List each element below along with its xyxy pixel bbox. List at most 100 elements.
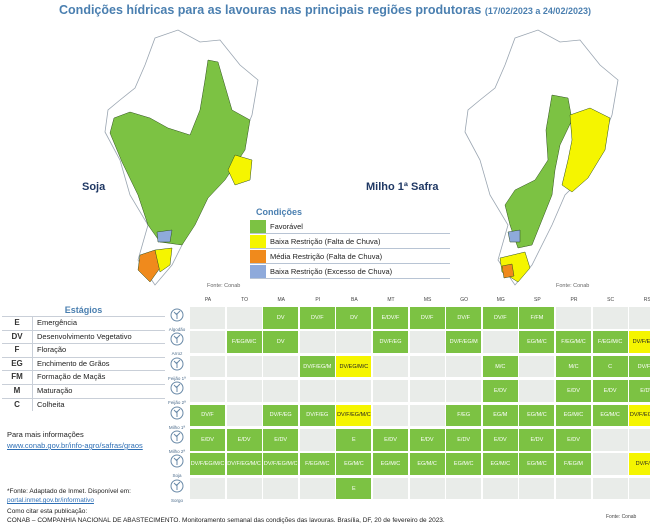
stage-cell bbox=[519, 477, 555, 500]
title-main: Condições hídricas para as lavouras nas … bbox=[59, 3, 482, 17]
legend-swatch bbox=[250, 249, 266, 263]
plant-icon bbox=[170, 406, 184, 420]
stage-cell: DV/F/EG/M bbox=[629, 331, 650, 353]
estagios-legend: Estágios E Emergência DV Desenvolvimento V… bbox=[2, 305, 165, 412]
stage-cell: DV/F/EG bbox=[263, 404, 299, 427]
crop-icon: Milho 2ª bbox=[164, 430, 190, 454]
stage-cell bbox=[592, 477, 628, 500]
stage-row: M Maturação bbox=[2, 383, 165, 398]
stage-cell bbox=[190, 380, 225, 402]
crop-icon: Arroz bbox=[164, 332, 190, 356]
stage-cell bbox=[592, 453, 628, 475]
inmet-link[interactable]: portal.inmet.gov.br/informativo bbox=[7, 497, 94, 504]
stage-cell: F/FM bbox=[519, 307, 555, 329]
producing-region-favoravel bbox=[109, 59, 251, 246]
cite-note: Como citar esta publicação: bbox=[7, 508, 88, 515]
legend-item: Média Restrição (Falta de Chuva) bbox=[250, 249, 450, 264]
legend-label: Favorável bbox=[270, 221, 303, 231]
state-header: PI bbox=[315, 297, 321, 303]
region-excesso-chuva bbox=[156, 229, 173, 243]
footer-citation: CONAB – COMPANHIA NACIONAL DE ABASTECIME… bbox=[7, 517, 445, 524]
legend-item: Baixa Restrição (Excesso de Chuva) bbox=[250, 264, 450, 279]
plant-icon bbox=[170, 430, 184, 444]
stage-code: FM bbox=[11, 372, 23, 382]
plant-icon bbox=[170, 357, 184, 371]
stage-cell bbox=[190, 331, 225, 353]
fonte-bottom: Fonte: Conab bbox=[606, 514, 637, 520]
crop-name: Sorgo bbox=[170, 497, 183, 503]
stage-cell: C bbox=[592, 355, 628, 378]
stage-cell: E/DV bbox=[482, 429, 518, 451]
stage-cell: DV/EG/M/C bbox=[336, 355, 372, 378]
stage-cell bbox=[409, 404, 445, 427]
stage-cell bbox=[629, 429, 650, 451]
state-header: SC bbox=[607, 297, 615, 303]
stage-cell: F/EG/M/C bbox=[556, 331, 591, 353]
stage-cell: F/EG/M/C bbox=[592, 331, 628, 353]
state-header: SP bbox=[534, 297, 541, 303]
plant-icon bbox=[170, 454, 184, 468]
stage-cell: DV/F/EG/M/C bbox=[190, 453, 225, 475]
stage-cell bbox=[409, 380, 445, 402]
stage-cell: EG/M/C bbox=[556, 404, 591, 427]
conditions-legend: Condições Favorável Baixa Restrição (Fal… bbox=[250, 207, 450, 279]
stage-name: Formação de Maçãs bbox=[32, 371, 165, 384]
stage-cell bbox=[226, 380, 262, 402]
stage-cell: E/DV bbox=[226, 429, 262, 451]
stage-cell bbox=[190, 307, 225, 329]
plant-icon bbox=[170, 381, 184, 395]
crop-name: Milho 1ª bbox=[168, 424, 186, 430]
stage-cell: E/DV bbox=[629, 380, 650, 402]
state-header: RS bbox=[643, 297, 650, 303]
region-excesso-chuva bbox=[507, 229, 521, 243]
stage-cell: DV/F bbox=[299, 307, 335, 329]
stage-cell: E/DV/F bbox=[373, 307, 408, 329]
stage-cell bbox=[226, 404, 262, 427]
stage-row: C Colheita bbox=[2, 397, 165, 412]
stage-code: DV bbox=[11, 331, 23, 341]
legend-item: Baixa Restrição (Falta de Chuva) bbox=[250, 234, 450, 249]
stage-cell: E bbox=[336, 477, 372, 500]
stage-cell: E/DV bbox=[592, 380, 628, 402]
stage-cell bbox=[446, 477, 482, 500]
stage-cell: E/DV bbox=[373, 429, 408, 451]
crop-icon: Feijão 2ª bbox=[164, 381, 190, 405]
crop-icon: Soja bbox=[164, 454, 190, 478]
state-header: MT bbox=[387, 297, 395, 303]
fonte-right: Fonte: Conab bbox=[556, 283, 590, 289]
region-media-restricao bbox=[137, 249, 161, 283]
stage-row: F Floração bbox=[2, 343, 165, 357]
soja-map bbox=[104, 29, 259, 286]
stage-cell bbox=[519, 380, 555, 402]
stage-cell: F/EG/M/C bbox=[299, 453, 335, 475]
page-title: Condições hídricas para as lavouras nas … bbox=[0, 3, 650, 17]
stage-cell: E/DV bbox=[263, 429, 299, 451]
stage-cell bbox=[556, 477, 591, 500]
stage-cell: DV/F/EG bbox=[299, 404, 335, 427]
stage-name: Floração bbox=[32, 344, 165, 357]
stage-cell: DV bbox=[263, 331, 299, 353]
stage-cell bbox=[592, 429, 628, 451]
state-header: PR bbox=[570, 297, 578, 303]
info-link[interactable]: www.conab.gov.br/info-agro/safras/graos bbox=[7, 441, 143, 450]
stage-cell bbox=[336, 331, 372, 353]
stage-cell: M/C bbox=[482, 355, 518, 378]
title-period: (17/02/2023 a 24/02/2023) bbox=[484, 6, 591, 16]
stage-cell: EG/M/C bbox=[519, 453, 555, 475]
stage-cell bbox=[373, 404, 408, 427]
legend-label: Média Restrição (Falta de Chuva) bbox=[270, 251, 383, 261]
stage-cell: EG/M/C bbox=[409, 453, 445, 475]
stage-cell: DV bbox=[336, 307, 372, 329]
stage-cell: EG/M/C bbox=[482, 453, 518, 475]
stage-cell: DV/F bbox=[190, 404, 225, 427]
stage-cell: DV/F/EG/M bbox=[299, 355, 335, 378]
stage-cell: E/DV bbox=[556, 429, 591, 451]
stage-cell bbox=[409, 331, 445, 353]
legend-label: Baixa Restrição (Excesso de Chuva) bbox=[270, 266, 393, 276]
stage-cell: EG/M/C bbox=[446, 453, 482, 475]
stage-cell: DV/F/C bbox=[629, 355, 650, 378]
crop-icon: Milho 1ª bbox=[164, 406, 190, 430]
stage-cell: DV/F/EG/M/C bbox=[226, 453, 262, 475]
stage-row: EG Enchimento de Grãos bbox=[2, 356, 165, 371]
stage-code: F bbox=[14, 345, 20, 355]
